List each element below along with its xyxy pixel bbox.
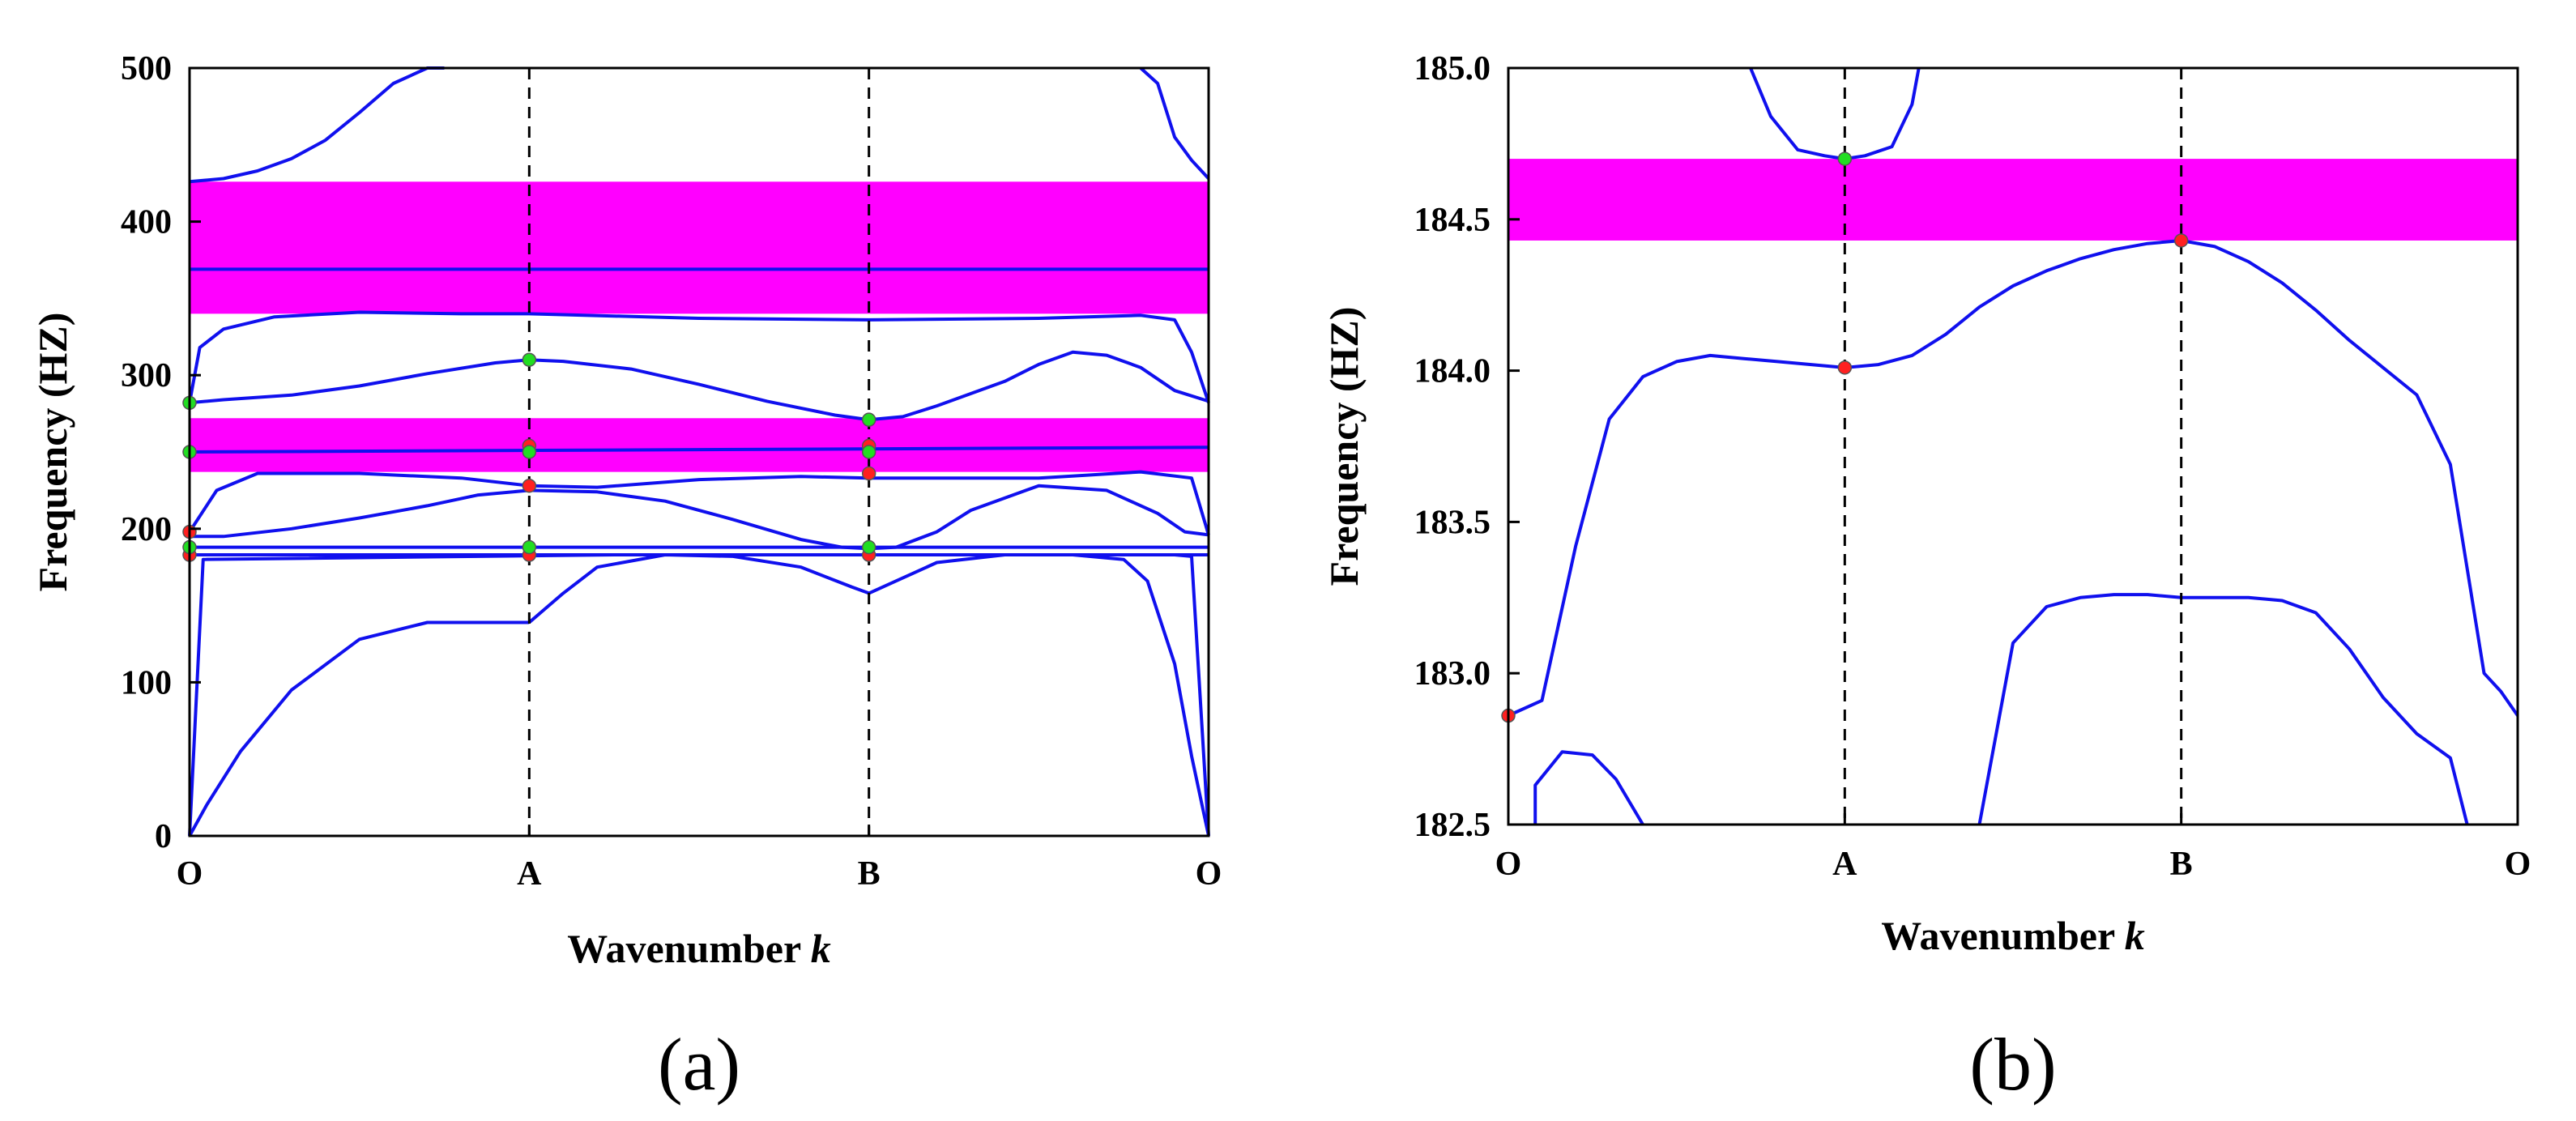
x-tick-label: O (1495, 846, 1522, 883)
band-gap-rect (190, 181, 1209, 314)
panel-label-b: (b) (1969, 1023, 2056, 1106)
y-ticks: 182.5 183.0 183.5 184.0 184.5 185.0 (1414, 50, 1520, 844)
band-gap-rect (190, 418, 1209, 472)
y-tick-label: 185.0 (1414, 50, 1491, 87)
y-tick-label: 200 (121, 511, 172, 548)
y-ticks: 0 100 200 300 400 500 (121, 50, 201, 855)
marker-layer (1501, 151, 2189, 723)
y-tick-label: 184.0 (1414, 353, 1491, 390)
y-tick-label: 184.5 (1414, 202, 1491, 239)
y-tick-label: 183.5 (1414, 504, 1491, 541)
dispersion-curve (189, 66, 445, 184)
dispersion-curve (1749, 67, 1921, 161)
panel-a: 0 100 200 300 400 500 O A B O Wavenumber k Frequ… (30, 50, 1222, 1106)
x-axis-title: Wavenumber k (1881, 913, 2145, 958)
mode-marker-red (861, 466, 876, 481)
dispersion-curve (188, 620, 530, 837)
dispersion-curve (188, 470, 1210, 535)
mode-marker-green (861, 412, 876, 427)
dispersion-curve (1977, 593, 2469, 825)
dispersion-curve (189, 445, 1209, 454)
dispersion-curve (188, 310, 1210, 403)
mode-marker-red (1837, 360, 1853, 375)
plot-frame (188, 66, 1210, 838)
mode-marker-green (522, 352, 537, 367)
y-axis-title: Frequency (HZ) (1321, 307, 1367, 586)
y-tick-label: 400 (121, 204, 172, 241)
x-tick-label: A (1832, 846, 1857, 883)
y-tick-label: 182.5 (1414, 807, 1491, 844)
y-tick-label: 183.0 (1414, 655, 1491, 693)
mode-marker-red (2173, 233, 2189, 248)
x-tick-label: B (2170, 846, 2193, 883)
dispersion-curve (190, 484, 1209, 551)
mode-marker-green (861, 539, 876, 555)
mode-marker-green (522, 445, 537, 459)
dispersion-curve (1508, 239, 2519, 718)
x-tick-label: O (2505, 846, 2531, 883)
band-gap-layer (190, 181, 1209, 472)
dispersion-curve (1139, 66, 1210, 180)
dispersion-curve (189, 350, 1209, 422)
x-tick-label: O (1196, 855, 1222, 893)
y-tick-label: 100 (121, 664, 172, 701)
y-tick-label: 0 (155, 818, 172, 855)
x-tick-label: A (517, 855, 542, 893)
panel-label-a: (a) (658, 1023, 740, 1106)
x-tick-label: B (858, 855, 881, 893)
y-axis-title: Frequency (HZ) (30, 313, 75, 592)
mode-marker-green (1837, 151, 1853, 166)
dispersion-curves (188, 66, 1210, 837)
x-axis-title: Wavenumber k (567, 926, 831, 971)
panel-b: 182.5 183.0 183.5 184.0 184.5 185.0 O A B O Wave… (1321, 50, 2531, 1106)
mode-marker-red (522, 478, 537, 493)
x-tick-label: O (177, 855, 203, 893)
dispersion-curve (527, 553, 870, 624)
y-tick-label: 300 (121, 357, 172, 394)
plot-frame (1507, 66, 2519, 826)
mode-marker-green (522, 539, 537, 555)
y-tick-label: 500 (121, 50, 172, 87)
dispersion-curve (868, 553, 1210, 837)
dispersion-curve (188, 553, 1210, 837)
dispersion-curve (1533, 750, 1644, 826)
high-symmetry-lines (1843, 68, 2183, 825)
band-gap-rect (1508, 159, 2518, 241)
band-gap-layer (1508, 159, 2518, 241)
mode-marker-green (861, 445, 876, 459)
